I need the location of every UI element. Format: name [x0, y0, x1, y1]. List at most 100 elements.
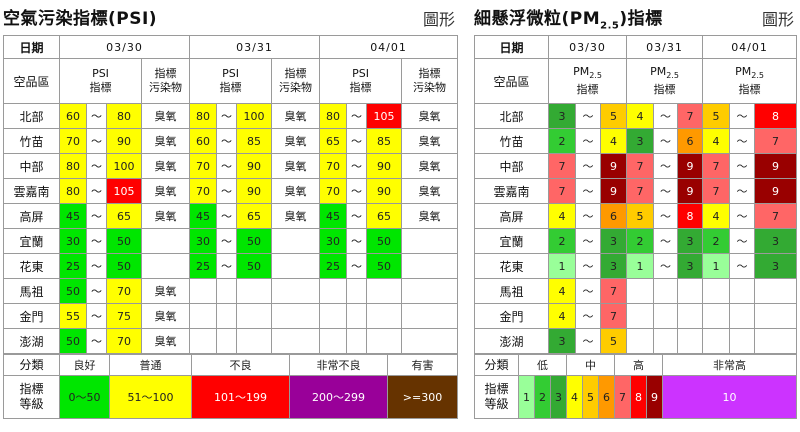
- pm25-value-high: 9: [754, 153, 798, 179]
- pm25-value-low: 2: [702, 228, 731, 254]
- psi-tilde: ～: [216, 153, 238, 179]
- pm25-value-high: 9: [677, 178, 704, 204]
- pm25-value-low: 1: [702, 253, 731, 279]
- pm25-area-name: 金門: [474, 303, 549, 329]
- empty-cell: [236, 278, 273, 304]
- psi-date-row: 日期 03/30 03/31 04/01: [3, 35, 459, 59]
- psi-legend-range: 200～299: [289, 375, 388, 419]
- psi-pollutant-header: 指標 污染物: [401, 58, 459, 104]
- pm25-tilde: ～: [575, 153, 601, 179]
- pm25-value-low: 4: [548, 203, 576, 229]
- pm25-value-header: PM2.5 指標: [626, 58, 704, 104]
- psi-pollutant: [401, 253, 459, 279]
- pm25-tilde: ～: [729, 153, 756, 179]
- pm25-value-high: 6: [599, 203, 628, 229]
- psi-value-header: PSI 指標: [319, 58, 403, 104]
- psi-value-high: 90: [236, 153, 273, 179]
- psi-value-high: 100: [106, 153, 142, 179]
- pm25-tilde: ～: [729, 103, 756, 129]
- pm25-legend-level-row: 指標 等級 1 2 3 4 5 6 7 8 9 10: [474, 375, 797, 419]
- psi-value-high: 70: [106, 278, 142, 304]
- pm25-area-name: 宜蘭: [474, 228, 549, 254]
- empty-cell: [271, 278, 321, 304]
- psi-tilde: ～: [216, 178, 238, 204]
- psi-legend-range: >=300: [387, 375, 458, 419]
- pm25-value-low: 3: [548, 103, 576, 129]
- psi-area-name: 高屏: [3, 203, 60, 229]
- pm25-area-name: 竹苗: [474, 128, 549, 154]
- psi-value-low: 45: [59, 203, 87, 229]
- empty-cell: [346, 328, 368, 354]
- psi-tilde: ～: [216, 103, 238, 129]
- pm25-value-low: 2: [626, 228, 655, 254]
- psi-value-high: 90: [236, 178, 273, 204]
- psi-value-high: 80: [106, 103, 142, 129]
- psi-value-low: 70: [319, 178, 348, 204]
- empty-cell: [319, 278, 348, 304]
- psi-chart-link[interactable]: 圖形: [422, 10, 455, 29]
- pm25-tilde: ～: [653, 103, 679, 129]
- pm25-tilde: ～: [653, 253, 679, 279]
- pm25-title: 細懸浮微粒(PM2.5)指標: [474, 9, 663, 32]
- pm25-value-low: 7: [702, 153, 731, 179]
- pm25-tilde: ～: [575, 278, 601, 304]
- pm25-legend-level: 5: [582, 375, 599, 419]
- pm25-value-low: 7: [548, 153, 576, 179]
- psi-table: 日期 03/30 03/31 04/01 空品區 PSI 指標 指標 污染物 PSI 指標 指標 污染物…: [3, 35, 459, 354]
- psi-tilde: ～: [346, 103, 368, 129]
- pm25-tilde: ～: [729, 228, 756, 254]
- table-row: 中部 7 ～ 9 7 ～ 9 7 ～ 9: [474, 153, 798, 179]
- pm25-value-high: 8: [677, 203, 704, 229]
- pm25-tilde: ～: [653, 128, 679, 154]
- pm25-tilde: ～: [653, 203, 679, 229]
- psi-legend-range: 0～50: [59, 375, 110, 419]
- psi-tilde: ～: [216, 228, 238, 254]
- psi-tilde: ～: [86, 128, 107, 154]
- psi-tilde: ～: [216, 128, 238, 154]
- psi-pollutant: [140, 228, 191, 254]
- pm25-area-name: 馬祖: [474, 278, 549, 304]
- empty-cell: [702, 278, 731, 304]
- pm25-value-high: 7: [599, 303, 628, 329]
- psi-date-0: 03/30: [58, 35, 191, 59]
- pm25-value-low: 7: [548, 178, 576, 204]
- psi-legend-range-row: 指標 等級 0～50 51～100 101～199 200～299 >=300: [3, 375, 458, 419]
- empty-cell: [702, 303, 731, 329]
- psi-tilde: ～: [346, 203, 368, 229]
- psi-tilde: ～: [346, 178, 368, 204]
- pm25-area-name: 中部: [474, 153, 549, 179]
- psi-tilde: ～: [86, 103, 107, 129]
- psi-area-name: 竹苗: [3, 128, 60, 154]
- empty-cell: [401, 278, 459, 304]
- pm25-value-high: 7: [599, 278, 628, 304]
- pm25-legend-level: 9: [646, 375, 663, 419]
- pm25-value-high: 9: [599, 178, 628, 204]
- pm25-tilde: ～: [575, 228, 601, 254]
- empty-cell: [729, 328, 756, 354]
- pm25-value-high: 3: [754, 228, 798, 254]
- psi-date-2: 04/01: [319, 35, 459, 59]
- empty-cell: [729, 303, 756, 329]
- pm25-value-low: 4: [702, 203, 731, 229]
- pm25-legend-cat-row: 分類低中高非常高: [474, 354, 797, 376]
- pm25-value-low: 1: [548, 253, 576, 279]
- table-row: 雲嘉南 7 ～ 9 7 ～ 9 7 ～ 9: [474, 178, 798, 204]
- pm25-legend-cat: 低: [518, 354, 567, 376]
- pm25-value-high: 5: [599, 328, 628, 354]
- psi-value-high: 75: [106, 303, 142, 329]
- pm25-tilde: ～: [729, 253, 756, 279]
- empty-cell: [366, 278, 403, 304]
- pm25-date-row: 日期 03/30 03/31 04/01: [474, 35, 798, 59]
- pm25-area-label: 空品區: [474, 58, 549, 104]
- psi-tilde: ～: [216, 253, 238, 279]
- psi-header: 空氣污染指標(PSI) 圖形: [3, 0, 457, 35]
- pm25-chart-link[interactable]: 圖形: [761, 10, 794, 29]
- psi-pollutant: 臭氧: [140, 153, 191, 179]
- table-row: 金門 55 ～ 75 臭氧: [3, 303, 459, 329]
- empty-cell: [216, 303, 238, 329]
- psi-pollutant: 臭氧: [140, 278, 191, 304]
- pm25-header-row: 空品區 PM2.5 指標 PM2.5 指標 PM2.5 指標: [474, 58, 798, 104]
- psi-tilde: ～: [216, 203, 238, 229]
- pm25-value-high: 3: [599, 228, 628, 254]
- psi-pollutant: 臭氧: [271, 128, 321, 154]
